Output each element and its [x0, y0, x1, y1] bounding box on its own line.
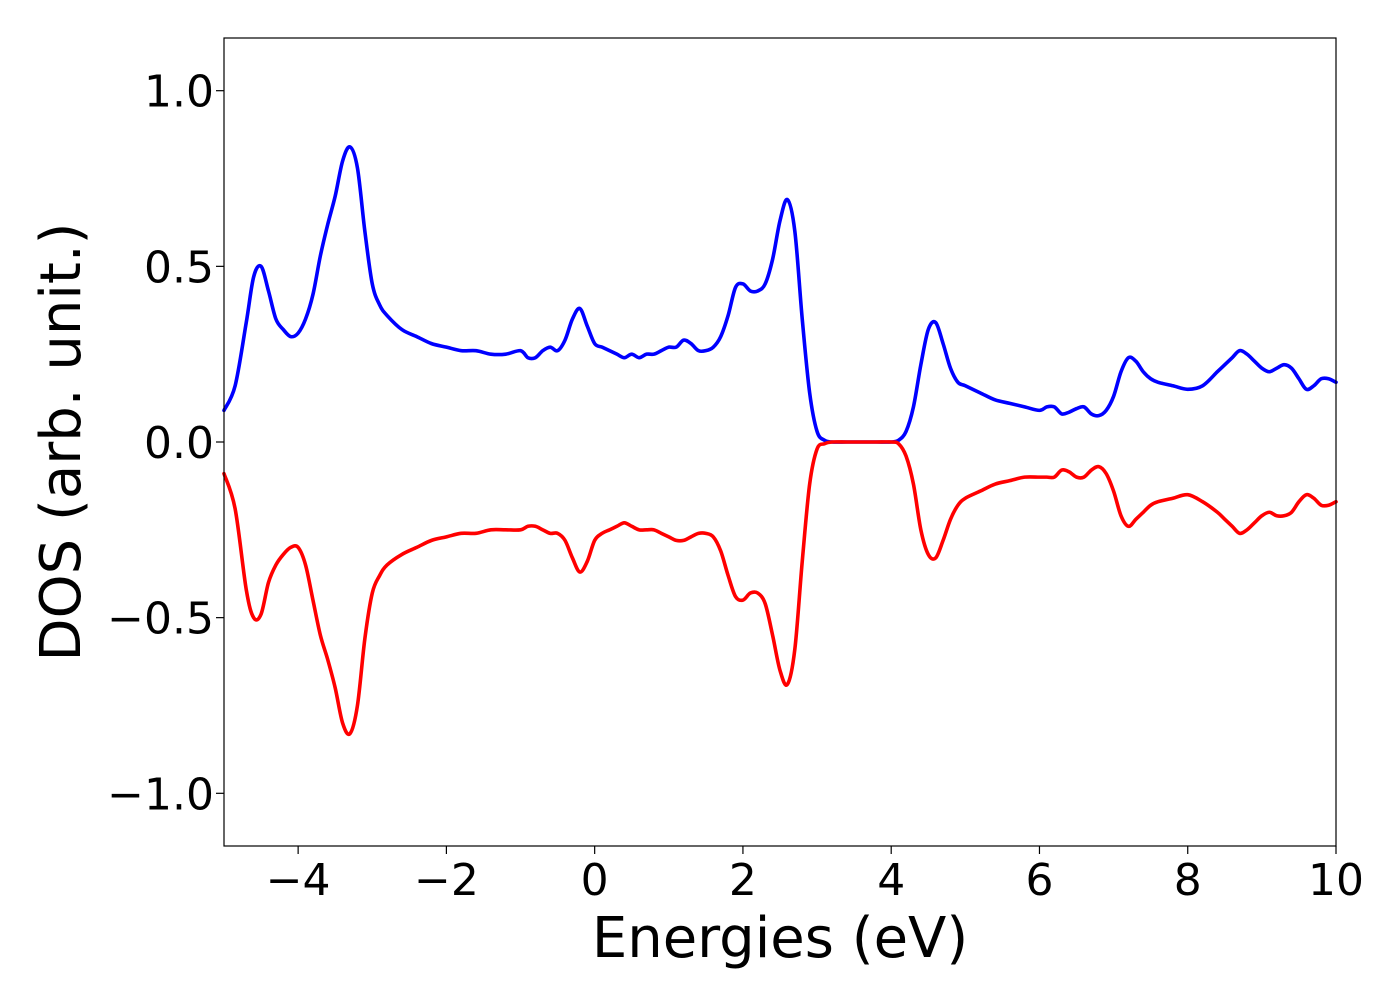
x-tick-label: −2	[414, 855, 479, 906]
series-line-spin-down	[222, 440, 1338, 737]
x-axis: −4 −2 0 2 4 6 8 10	[266, 846, 1364, 906]
y-axis-label: DOS (arb. unit.)	[29, 222, 94, 661]
series-line-spin-up	[222, 145, 1338, 444]
x-tick-label: 8	[1174, 855, 1202, 906]
y-tick-label: 0.0	[144, 418, 214, 469]
x-tick-label: 10	[1308, 855, 1364, 906]
x-tick-label: 6	[1025, 855, 1053, 906]
x-axis-label: Energies (eV)	[592, 906, 968, 971]
x-tick-label: 4	[877, 855, 905, 906]
y-tick-label: 0.5	[144, 242, 214, 293]
y-tick-label: −0.5	[107, 594, 214, 645]
y-tick-label: 1.0	[144, 67, 214, 118]
y-tick-label: −1.0	[107, 769, 214, 820]
series-group	[222, 145, 1338, 737]
x-tick-label: −4	[266, 855, 331, 906]
x-tick-label: 0	[581, 855, 609, 906]
plot-background	[224, 38, 1336, 846]
x-tick-label: 2	[729, 855, 757, 906]
y-axis: 1.0 0.5 0.0 −0.5 −1.0	[107, 67, 224, 820]
